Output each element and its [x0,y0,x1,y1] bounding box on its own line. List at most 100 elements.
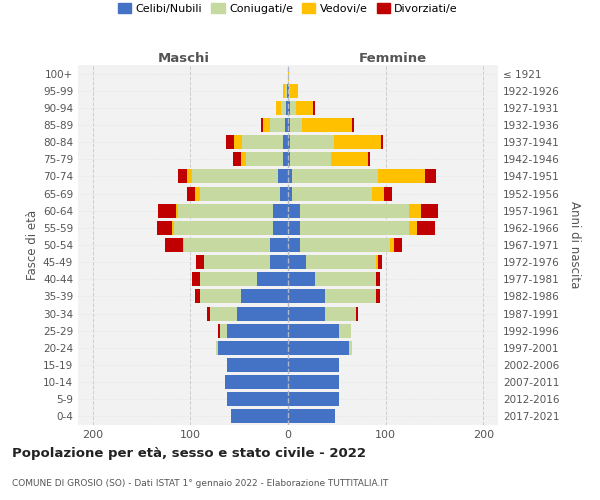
Bar [290,118,302,132]
Bar [394,238,402,252]
Bar [242,135,283,149]
Bar [372,186,384,200]
Bar [376,290,380,304]
Bar [227,392,288,406]
Bar [300,204,409,218]
Bar [220,324,227,338]
Bar [300,238,389,252]
Bar [271,255,288,269]
Bar [288,101,290,115]
Bar [176,204,178,218]
Bar [182,238,184,252]
Bar [292,170,378,183]
Bar [288,324,339,338]
Bar [178,170,187,183]
Bar [227,358,288,372]
Bar [271,118,285,132]
Bar [283,135,288,149]
Bar [218,324,220,338]
Bar [178,204,274,218]
Bar [200,290,241,304]
Bar [409,221,417,235]
Text: Maschi: Maschi [157,52,209,65]
Bar [288,375,339,389]
Bar [288,392,339,406]
Bar [200,186,280,200]
Bar [288,290,325,304]
Bar [241,152,246,166]
Bar [224,375,288,389]
Bar [165,238,182,252]
Bar [195,290,200,304]
Bar [288,306,325,320]
Bar [334,135,381,149]
Bar [288,186,292,200]
Bar [290,84,298,98]
Bar [389,238,394,252]
Bar [283,152,288,166]
Bar [376,272,380,286]
Bar [210,306,237,320]
Legend: Celibi/Nubili, Coniugati/e, Vedovi/e, Divorziati/e: Celibi/Nubili, Coniugati/e, Vedovi/e, Di… [113,0,463,18]
Bar [425,170,436,183]
Bar [246,152,283,166]
Bar [288,84,289,98]
Bar [421,204,439,218]
Bar [232,410,288,424]
Bar [288,358,339,372]
Bar [289,84,290,98]
Bar [218,341,288,355]
Bar [409,204,421,218]
Bar [288,238,300,252]
Y-axis label: Fasce di età: Fasce di età [26,210,39,280]
Bar [278,170,288,183]
Bar [300,221,409,235]
Bar [174,221,274,235]
Bar [417,221,434,235]
Bar [381,135,383,149]
Bar [226,135,234,149]
Bar [207,306,210,320]
Bar [285,118,288,132]
Bar [378,170,425,183]
Bar [302,118,352,132]
Bar [349,341,352,355]
Bar [305,255,376,269]
Bar [376,255,378,269]
Bar [290,101,296,115]
Bar [192,272,200,286]
Bar [288,410,335,424]
Bar [285,84,287,98]
Bar [352,118,355,132]
Bar [158,204,176,218]
Bar [316,272,376,286]
Bar [288,66,289,80]
Bar [195,186,200,200]
Bar [290,135,334,149]
Bar [368,152,370,166]
Bar [157,221,172,235]
Bar [260,118,263,132]
Bar [288,341,349,355]
Bar [184,238,271,252]
Bar [200,272,257,286]
Bar [271,238,288,252]
Bar [196,255,204,269]
Bar [241,290,288,304]
Bar [288,204,300,218]
Bar [356,306,358,320]
Bar [204,255,271,269]
Bar [292,186,372,200]
Bar [288,221,300,235]
Bar [192,170,278,183]
Bar [187,186,195,200]
Bar [288,135,290,149]
Bar [286,101,288,115]
Bar [257,272,288,286]
Bar [172,221,174,235]
Bar [325,306,356,320]
Bar [290,152,331,166]
Bar [288,170,292,183]
Bar [274,204,288,218]
Bar [339,324,350,338]
